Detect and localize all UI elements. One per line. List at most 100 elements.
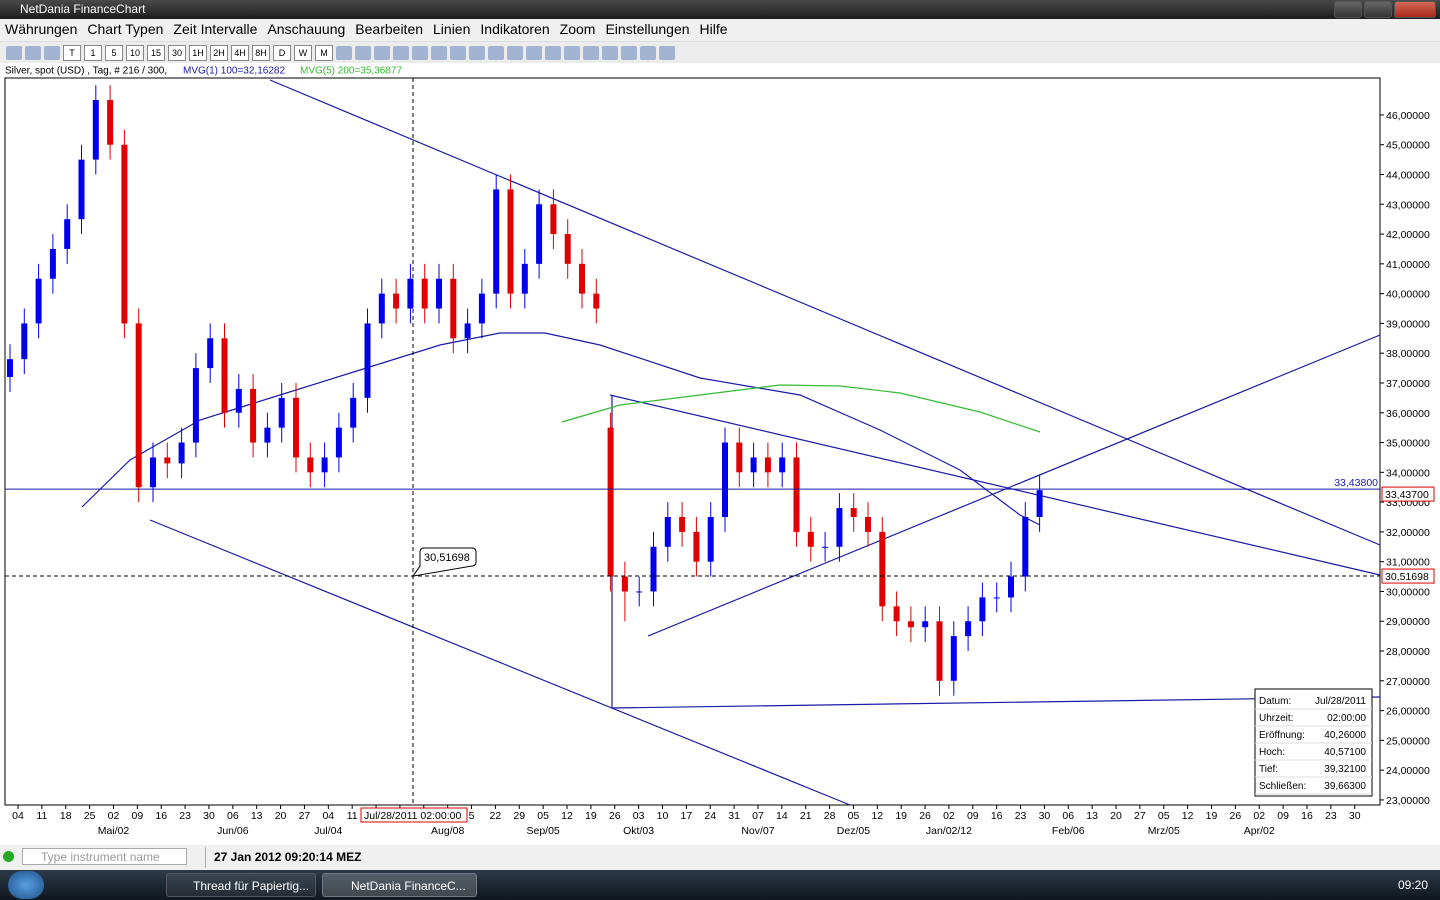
- menu-item[interactable]: Zoom: [559, 21, 596, 37]
- crosshair-date-box: [360, 807, 468, 823]
- x-tick-label: 12: [1182, 810, 1194, 822]
- toolbar-icon[interactable]: [412, 45, 428, 60]
- y-tick-label: 35,00000: [1386, 438, 1430, 450]
- y-tick-label: 46,00000: [1386, 110, 1430, 122]
- candle-body: [865, 516, 871, 532]
- taskbar-button[interactable]: NetDania FinanceC...: [322, 873, 477, 897]
- interval-button[interactable]: 4H: [231, 44, 249, 61]
- candle-body: [764, 457, 771, 473]
- x-tick-label: 14: [776, 810, 788, 822]
- menu-item[interactable]: Hilfe: [699, 21, 728, 37]
- instrument-search[interactable]: Type instrument name: [22, 848, 187, 865]
- interval-button[interactable]: 2H: [210, 44, 228, 61]
- y-tick-label: 44,00000: [1386, 169, 1430, 181]
- crosshair-price-label: 30,51698: [1385, 571, 1429, 583]
- y-tick-label: 31,00000: [1386, 557, 1430, 569]
- toolbar-icon[interactable]: [564, 45, 580, 60]
- candle-body: [950, 636, 957, 681]
- candle-body: [936, 621, 943, 681]
- candle-body: [679, 516, 686, 532]
- candle-body: [965, 621, 972, 637]
- candle-body: [836, 508, 843, 547]
- candle-body: [478, 293, 485, 324]
- toolbar-icon[interactable]: [602, 45, 618, 60]
- info-value: Jul/28/2011: [1315, 696, 1366, 707]
- menu-item[interactable]: Linien: [433, 21, 471, 37]
- menu-item[interactable]: Anschauung: [267, 21, 346, 37]
- x-tick-label: 26: [1230, 810, 1242, 822]
- candle-body: [536, 204, 543, 264]
- toolbar-icon[interactable]: [431, 45, 447, 60]
- candle-body: [178, 442, 185, 464]
- interval-button[interactable]: 1: [84, 44, 102, 61]
- window-title: NetDania FinanceChart: [20, 2, 146, 16]
- interval-button[interactable]: M: [315, 44, 333, 61]
- toolbar-icon[interactable]: [583, 45, 599, 60]
- toolbar-icon[interactable]: [526, 45, 542, 60]
- status-bar: Type instrument name 27 Jan 2012 09:20:1…: [0, 845, 1440, 870]
- x-tick-label: 10: [657, 810, 669, 822]
- candle-body: [7, 359, 13, 378]
- toolbar-icon[interactable]: [374, 45, 390, 60]
- x-tick-label: 5: [469, 810, 475, 822]
- y-tick-label: 34,00000: [1386, 467, 1430, 479]
- callout: [411, 547, 477, 577]
- toolbar-icon[interactable]: [336, 45, 352, 60]
- toolbar-icon[interactable]: [659, 45, 675, 60]
- toolbar-icon[interactable]: [469, 45, 485, 60]
- candle-body: [78, 159, 85, 220]
- menu-item[interactable]: Indikatoren: [480, 21, 550, 37]
- x-tick-label: 20: [275, 810, 287, 822]
- interval-button[interactable]: 1H: [189, 44, 207, 61]
- taskbar-button[interactable]: Thread für Papiertig...: [166, 873, 316, 897]
- start-button[interactable]: [8, 871, 44, 899]
- interval-button[interactable]: T: [63, 44, 81, 61]
- menu-item[interactable]: Währungen: [5, 21, 78, 37]
- menu-item[interactable]: Einstellungen: [605, 21, 690, 37]
- x-tick-label: 04: [322, 810, 334, 822]
- interval-button[interactable]: W: [294, 44, 312, 61]
- toolbar-icon[interactable]: [507, 45, 523, 60]
- interval-button[interactable]: 15: [147, 44, 165, 61]
- month-label: Aug/08: [431, 825, 464, 837]
- x-tick-label: 23: [179, 810, 191, 822]
- candle-body: [893, 606, 900, 622]
- toolbar-icon[interactable]: [640, 45, 656, 60]
- x-tick-label: 25: [84, 810, 96, 822]
- toolbar-icon[interactable]: [488, 45, 504, 60]
- indicator-label: MVG(1) 100=32,16282: [183, 66, 285, 77]
- interval-button[interactable]: 8H: [252, 44, 270, 61]
- menu-item[interactable]: Chart Typen: [87, 21, 164, 37]
- interval-button[interactable]: 30: [168, 44, 186, 61]
- crosshair-date: Jul/28/2011 02:00:00: [364, 810, 461, 822]
- month-label: Jun/06: [217, 825, 249, 837]
- toolbar-icon[interactable]: [545, 45, 561, 60]
- info-key: Tief:: [1259, 764, 1278, 775]
- menu-item[interactable]: Bearbeiten: [355, 21, 424, 37]
- toolbar-icon[interactable]: [355, 45, 371, 60]
- y-tick-label: 29,00000: [1386, 616, 1430, 628]
- minimize[interactable]: [1334, 1, 1362, 18]
- close[interactable]: [1394, 1, 1436, 18]
- interval-button[interactable]: D: [273, 44, 291, 61]
- month-label: Apr/02: [1244, 825, 1275, 837]
- toolbar-icon[interactable]: [621, 45, 637, 60]
- menu-item[interactable]: Zeit Intervalle: [173, 21, 258, 37]
- candle-body: [850, 508, 857, 517]
- toolbar-icon[interactable]: [450, 45, 466, 60]
- y-tick-label: 28,00000: [1386, 646, 1430, 658]
- x-tick-label: 19: [1206, 810, 1218, 822]
- plot-border: [4, 77, 1381, 806]
- clock: 09:20: [1398, 878, 1429, 892]
- maximize[interactable]: [1364, 1, 1392, 18]
- toolbar-icon[interactable]: [393, 45, 409, 60]
- interval-button[interactable]: 5: [105, 44, 123, 61]
- x-tick-label: 23: [1325, 810, 1337, 822]
- interval-button[interactable]: 10: [126, 44, 144, 61]
- info-key: Hoch:: [1259, 747, 1285, 758]
- x-tick-label: 30: [1039, 810, 1051, 822]
- month-label: Dez/05: [837, 825, 870, 837]
- toolbar-icon: [44, 45, 60, 60]
- x-tick-label: 16: [1301, 810, 1313, 822]
- x-tick-label: 20: [1110, 810, 1122, 822]
